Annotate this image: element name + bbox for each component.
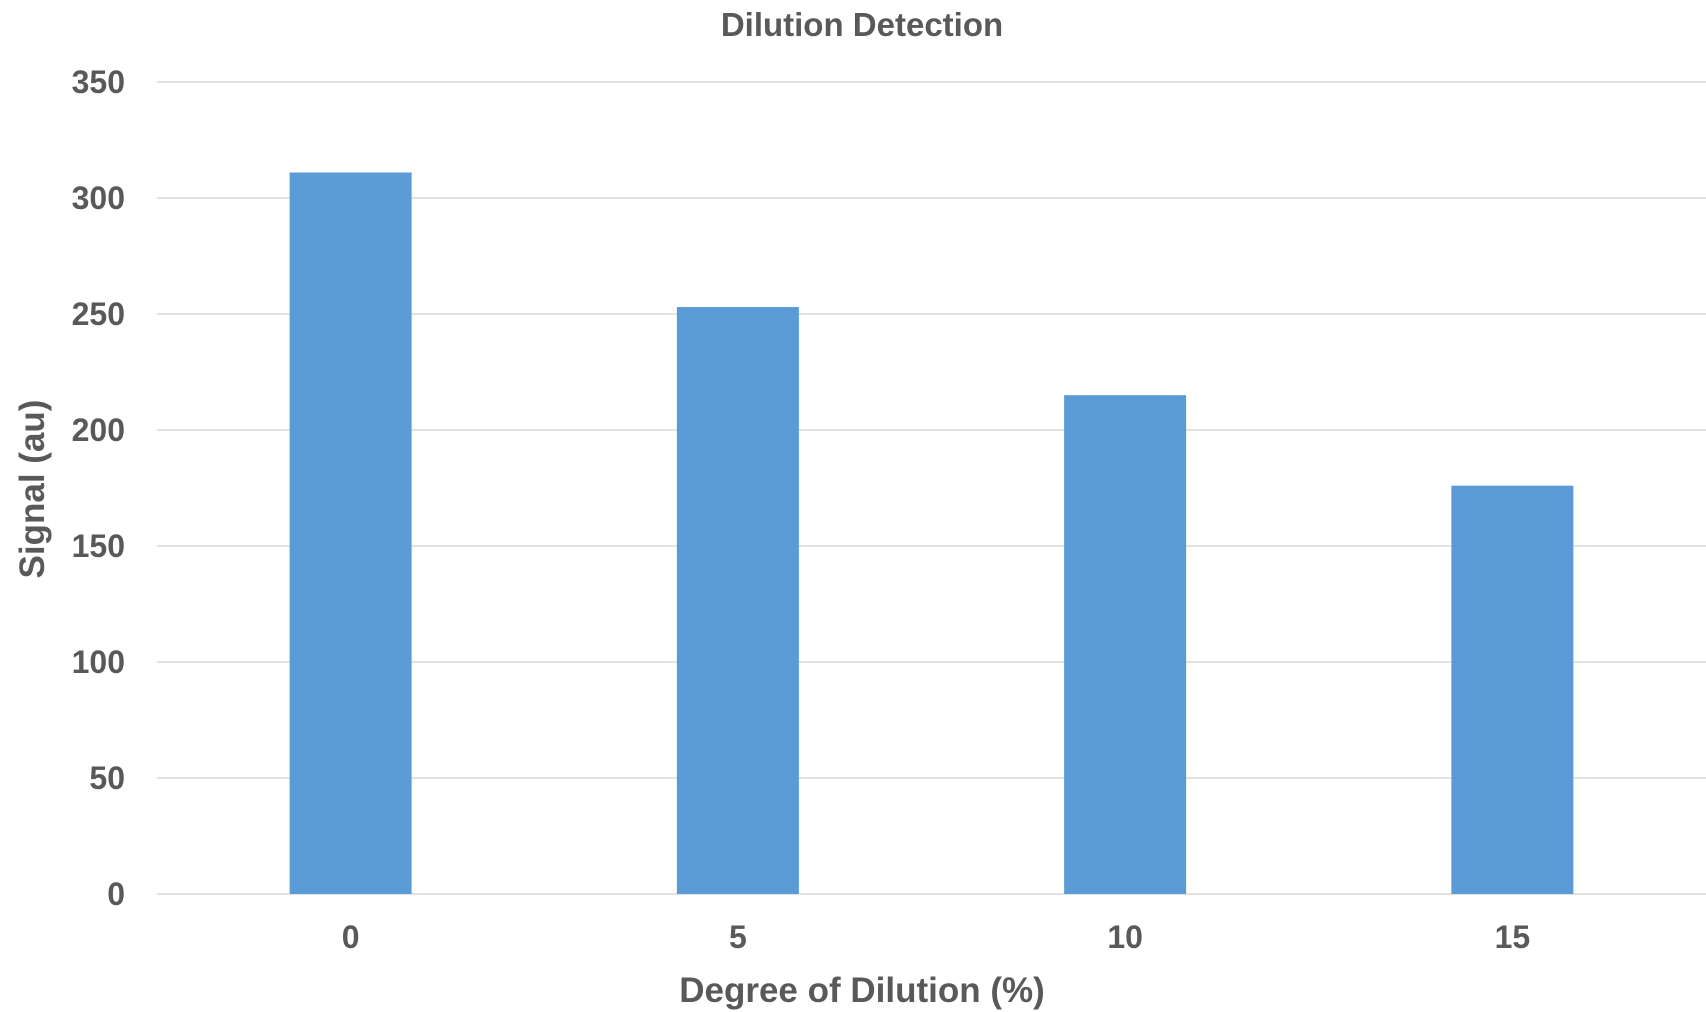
gridlines [157, 81, 1706, 895]
y-tick-label: 50 [89, 760, 125, 796]
y-axis-title: Signal (au) [13, 400, 52, 579]
y-tick-label: 300 [72, 180, 125, 216]
bar-15 [1451, 485, 1574, 894]
y-tick-label: 200 [72, 412, 125, 448]
chart-title: Dilution Detection [721, 6, 1003, 43]
y-tick-label: 150 [72, 528, 125, 564]
y-tick-label: 350 [72, 64, 125, 100]
x-axis-tick-labels: 0 5 10 15 [342, 919, 1530, 955]
x-tick-label: 15 [1495, 919, 1531, 955]
bar-10 [1064, 395, 1187, 894]
x-tick-label: 5 [729, 919, 747, 955]
y-tick-label: 0 [107, 876, 125, 912]
x-tick-label: 10 [1107, 919, 1143, 955]
bar-0 [289, 172, 412, 895]
y-axis-tick-labels: 0 50 100 150 200 250 300 350 [72, 64, 125, 912]
y-tick-label: 250 [72, 296, 125, 332]
x-tick-label: 0 [342, 919, 360, 955]
x-axis-title: Degree of Dilution (%) [679, 971, 1045, 1010]
bar-5 [676, 307, 799, 894]
y-tick-label: 100 [72, 644, 125, 680]
bars [289, 172, 1574, 895]
